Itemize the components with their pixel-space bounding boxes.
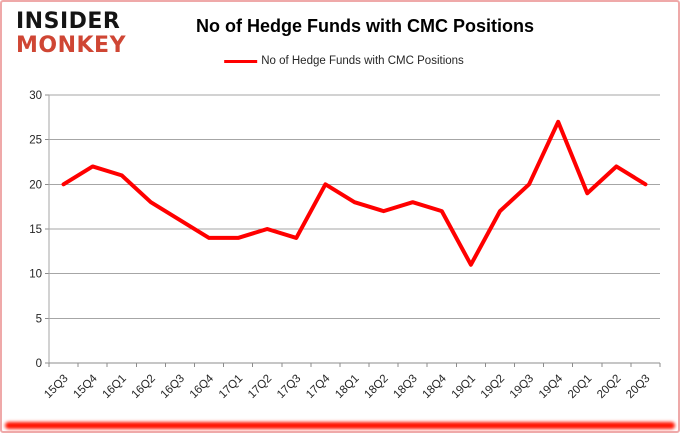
x-tick-label: 19Q4 <box>537 372 566 401</box>
logo-word-insider: INSIDER <box>16 9 121 34</box>
x-tick-label: 19Q3 <box>508 373 536 401</box>
insider-monkey-logo: INSIDER MONKEY <box>16 11 126 57</box>
x-tick-label: 16Q4 <box>188 372 217 401</box>
chart-title: No of Hedge Funds with CMC Positions <box>196 16 534 36</box>
legend-label: No of Hedge Funds with CMC Positions <box>261 55 464 67</box>
x-tick-label: 18Q1 <box>333 373 361 401</box>
x-tick-label: 15Q4 <box>71 372 100 401</box>
x-tick-label: 19Q1 <box>450 373 478 401</box>
y-tick-label: 30 <box>29 90 42 102</box>
x-tick-label: 18Q4 <box>421 372 450 401</box>
y-tick-label: 0 <box>36 358 42 370</box>
logo-word-monkey: MONKEY <box>16 33 127 58</box>
x-tick-label: 20Q1 <box>566 373 594 401</box>
x-tick-label: 17Q4 <box>304 372 333 401</box>
series-line <box>61 119 648 267</box>
x-tick-label: 16Q1 <box>100 373 128 401</box>
x-tick-label: 20Q2 <box>595 373 623 401</box>
y-tick-label: 20 <box>29 179 42 191</box>
x-tick-label: 18Q3 <box>391 373 419 401</box>
x-tick-label: 19Q2 <box>479 373 507 401</box>
legend: No of Hedge Funds with CMC Positions <box>224 55 464 67</box>
x-tick-label: 18Q2 <box>362 373 390 401</box>
x-tick-label: 17Q2 <box>246 373 274 401</box>
x-tick-label: 16Q2 <box>130 373 158 401</box>
y-tick-label: 15 <box>29 224 42 236</box>
x-tick-label: 17Q3 <box>275 373 303 401</box>
legend-line-swatch <box>224 59 258 63</box>
y-tick-label: 5 <box>36 313 42 325</box>
x-tick-label: 20Q3 <box>624 373 652 401</box>
x-tick-label: 16Q3 <box>159 373 187 401</box>
x-tick-label: 17Q1 <box>217 373 245 401</box>
x-tick-label: 15Q3 <box>42 373 70 401</box>
y-tick-label: 10 <box>29 269 42 281</box>
bottom-red-bar <box>5 422 675 429</box>
y-tick-label: 25 <box>29 135 42 147</box>
